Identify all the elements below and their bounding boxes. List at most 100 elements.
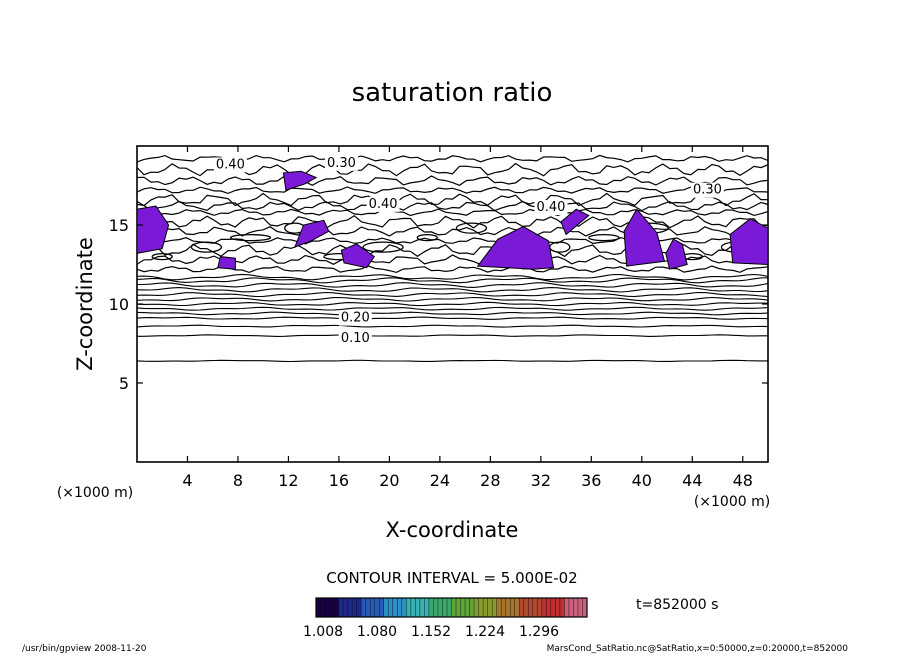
colorbar-cell-15 — [383, 598, 389, 617]
isoline-12 — [136, 273, 769, 281]
colorbar-cell-20 — [406, 598, 412, 617]
colorbar-cell-52 — [550, 598, 556, 617]
colorbar-cell-37 — [483, 598, 488, 617]
colorbar-cell-5 — [338, 598, 344, 617]
colorbar-cell-34 — [469, 598, 475, 617]
y-tick-label-2: 15 — [109, 216, 129, 235]
upper-contour-10 — [136, 175, 769, 186]
colorbar-cell-8 — [352, 598, 357, 617]
supersaturation-region-9 — [729, 218, 769, 266]
contour-loop-0 — [151, 252, 173, 261]
supersaturation-region-6 — [560, 208, 590, 236]
x-tick-label-6: 28 — [480, 471, 500, 490]
contour-loop-1 — [190, 241, 223, 253]
colorbar-cell-21 — [410, 598, 416, 617]
supersaturation-region-8 — [665, 238, 688, 270]
x-tick-label-2: 12 — [278, 471, 298, 490]
contour-loop-10 — [588, 233, 620, 242]
x-tick-label-4: 20 — [379, 471, 399, 490]
supersaturation-region-4 — [217, 256, 236, 270]
footer-right: MarsCond_SatRatio.nc@SatRatio,x=0:50000,… — [547, 644, 849, 654]
supersaturation-region-0 — [136, 205, 170, 255]
colorbar-cell-7 — [347, 598, 353, 617]
y-tick-label-1: 10 — [109, 295, 129, 314]
supersaturation-regions — [136, 170, 769, 270]
contour-label-4: 0.40 — [536, 200, 565, 215]
upper-contour-6 — [136, 208, 769, 217]
upper-contour-group — [136, 154, 769, 274]
footer-left: /usr/bin/gpview 2008-11-20 — [22, 644, 147, 654]
x-tick-label-0: 4 — [182, 471, 192, 490]
contour-label-3: 0.40 — [369, 197, 398, 212]
colorbar-cell-42 — [505, 598, 511, 617]
colorbar-cell-11 — [365, 598, 371, 617]
colorbar-cell-58 — [577, 598, 583, 617]
supersaturation-region-5 — [476, 226, 555, 270]
x-tick-label-1: 8 — [233, 471, 243, 490]
colorbar-cell-1 — [320, 598, 326, 617]
colorbar-cell-35 — [474, 598, 479, 617]
isoline-10 — [137, 282, 769, 288]
colorbar-cell-29 — [446, 598, 452, 617]
colorbar-cell-44 — [514, 598, 520, 617]
isoline-7 — [136, 296, 769, 302]
contour-label-1: 0.30 — [327, 156, 356, 171]
colorbar-cell-32 — [460, 598, 466, 617]
upper-contour-8 — [136, 192, 769, 207]
colorbar-label-3: 1.224 — [465, 624, 505, 640]
colorbar-label-2: 1.152 — [411, 624, 451, 640]
colorbar-cell-4 — [334, 598, 339, 617]
colorbar — [315, 597, 588, 618]
colorbar-cell-56 — [568, 598, 574, 617]
colorbar-cell-22 — [415, 598, 421, 617]
contour-loop-7 — [455, 222, 488, 234]
x-tick-label-5: 24 — [430, 471, 450, 490]
y-axis-label: Z-coordinate — [73, 237, 97, 371]
colorbar-cell-38 — [487, 598, 493, 617]
contour-label-0: 0.40 — [216, 157, 245, 172]
colorbar-cell-6 — [343, 598, 348, 617]
contour-label-5: 0.20 — [341, 311, 370, 326]
colorbar-cell-50 — [541, 598, 547, 617]
contour-loop-5 — [362, 241, 404, 253]
isoline-11 — [136, 277, 769, 284]
colorbar-tick-labels: 1.008 1.080 1.152 1.224 1.296 — [303, 624, 559, 640]
time-label: t=852000 s — [636, 597, 718, 613]
chart-title: saturation ratio — [352, 78, 553, 108]
colorbar-cell-45 — [519, 598, 525, 617]
isoline-9 — [136, 287, 769, 293]
colorbar-cell-17 — [392, 598, 398, 617]
colorbar-cell-54 — [559, 598, 565, 617]
x-tick-label-11: 48 — [733, 471, 753, 490]
colorbar-cell-16 — [388, 598, 394, 617]
y-axis-ticks: 5 10 15 — [109, 216, 768, 393]
isoline-0 — [136, 359, 768, 363]
colorbar-cell-39 — [492, 598, 497, 617]
colorbar-cell-46 — [523, 598, 529, 617]
colorbar-cell-28 — [442, 598, 448, 617]
colorbar-cell-9 — [356, 598, 362, 617]
upper-contour-7 — [136, 200, 769, 212]
colorbar-label-0: 1.008 — [303, 624, 343, 640]
colorbar-label-4: 1.296 — [519, 624, 559, 640]
contour-label-2: 0.30 — [693, 183, 722, 198]
upper-contour-3 — [136, 236, 769, 245]
x-unit-right: (×1000 m) — [694, 494, 770, 510]
colorbar-cell-26 — [433, 598, 439, 617]
contour-label-6: 0.10 — [341, 331, 370, 346]
x-axis-label: X-coordinate — [386, 518, 519, 542]
colorbar-cell-49 — [537, 598, 543, 617]
colorbar-cell-40 — [496, 598, 502, 617]
colorbar-cell-10 — [361, 598, 366, 617]
isoline-2 — [136, 324, 769, 328]
x-tick-label-3: 16 — [329, 471, 349, 490]
colorbar-cell-51 — [546, 598, 552, 617]
colorbar-cell-19 — [401, 598, 407, 617]
colorbar-cell-57 — [573, 598, 579, 617]
isoline-5 — [136, 306, 769, 311]
plot-area: 0.40 0.30 0.30 0.40 0.40 0.20 0.10 — [136, 145, 769, 463]
colorbar-cell-3 — [329, 598, 335, 617]
x-tick-label-9: 40 — [632, 471, 652, 490]
colorbar-cell-24 — [424, 598, 430, 617]
